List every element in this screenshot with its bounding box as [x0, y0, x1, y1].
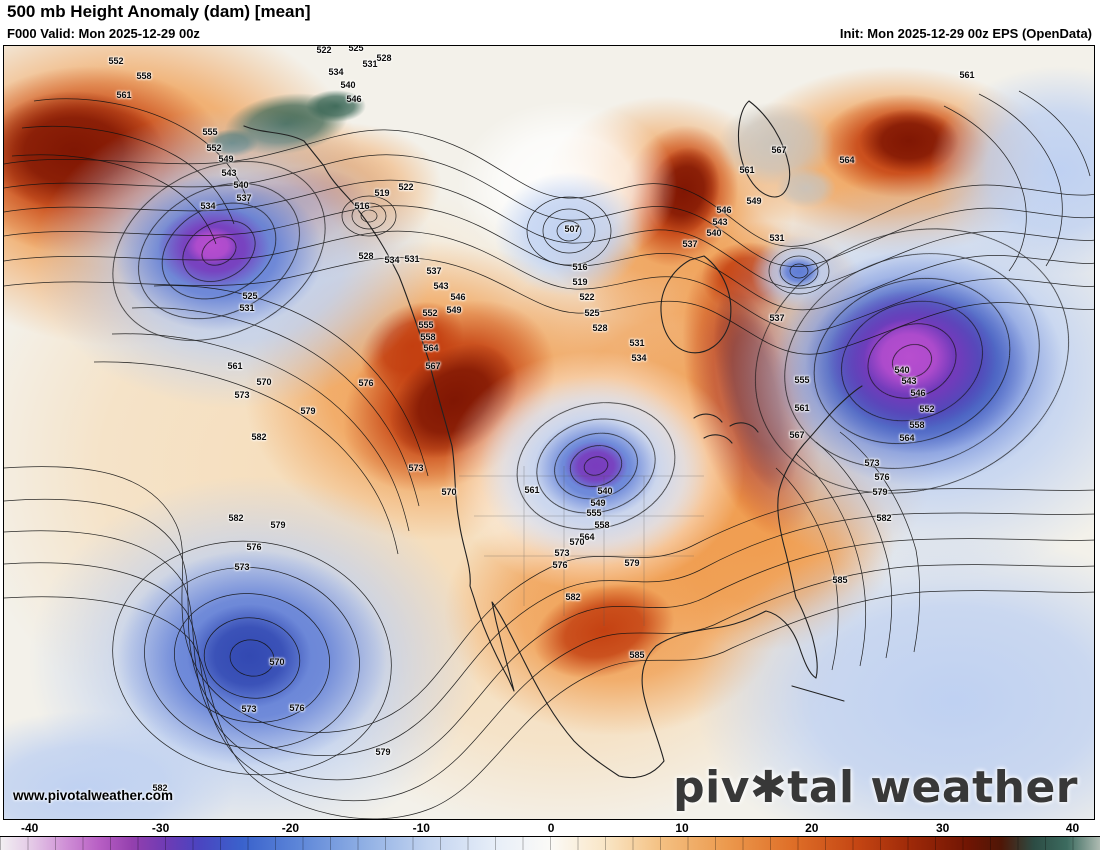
colorbar-tick: 30: [936, 821, 950, 835]
coastline: [243, 100, 863, 779]
colorbar-tick: 0: [547, 821, 555, 835]
valid-time-label: F000 Valid: Mon 2025-12-29 00z: [7, 26, 200, 41]
colorbar-segments: [0, 836, 1100, 850]
colorbar-tick: -10: [412, 821, 430, 835]
watermark: www.pivotalweather.com: [13, 788, 174, 803]
colorbar-tick: 20: [805, 821, 819, 835]
pivotal-weather-logo: piv✱tal weather: [673, 762, 1078, 813]
map-svg: [4, 46, 1094, 819]
init-time-label: Init: Mon 2025-12-29 00z EPS (OpenData): [839, 26, 1092, 41]
colorbar-tick: -30: [151, 821, 170, 835]
colorbar-ticks: -40 -30 -20 -10 0 10 20 30 40: [0, 821, 1100, 835]
colorbar-gradient: [0, 836, 1100, 850]
colorbar-tick: 10: [675, 821, 689, 835]
colorbar-tick: -20: [281, 821, 300, 835]
anomaly-field: [4, 46, 1094, 819]
contour-lines: [4, 90, 1094, 819]
colorbar-tick: -40: [21, 821, 39, 835]
page-title: 500 mb Height Anomaly (dam) [mean]: [7, 2, 311, 21]
colorbar-tick: 40: [1065, 821, 1080, 835]
map-canvas: 552 558 561 522 525 528 531 534 540 546 555 552 549 5…: [3, 45, 1095, 820]
